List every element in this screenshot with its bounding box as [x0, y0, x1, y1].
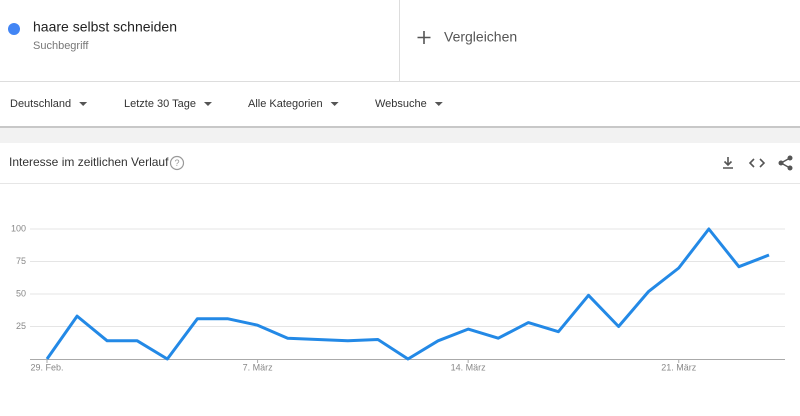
dropdown-arrow	[330, 102, 339, 106]
embed-icon[interactable]	[748, 158, 766, 168]
filter-label[interactable]: Websuche	[375, 98, 427, 110]
plus-icon	[417, 31, 431, 44]
share-dot	[787, 155, 793, 161]
chart-title: Interesse im zeitlichen Verlauf	[9, 155, 169, 169]
x-tick-label: 29. Feb.	[30, 362, 63, 372]
download-icon[interactable]	[723, 157, 733, 169]
dropdown-arrow	[79, 102, 88, 106]
help-icon[interactable]: ?	[169, 155, 185, 171]
x-tick-label: 21. März	[661, 362, 697, 372]
share-dot	[778, 160, 784, 166]
filter-label[interactable]: Alle Kategorien	[248, 98, 323, 110]
term-dot	[8, 23, 20, 35]
compare-button[interactable]: Vergleichen	[417, 29, 518, 45]
filter-label[interactable]: Letzte 30 Tage	[124, 98, 196, 110]
help-glyph: ?	[174, 158, 179, 168]
x-tick-label: 7. März	[243, 362, 274, 372]
dropdown-arrow	[203, 102, 212, 106]
share-dot	[787, 165, 793, 171]
y-tick-label: 75	[16, 256, 26, 266]
x-tick-label: 14. März	[451, 362, 487, 372]
filter-label[interactable]: Deutschland	[10, 98, 71, 110]
filter-bar	[0, 82, 800, 127]
y-tick-label: 100	[11, 223, 26, 233]
help-circle	[169, 155, 185, 171]
share-icon[interactable]	[778, 155, 793, 171]
trend-line	[45, 227, 770, 361]
term-type: Suchbegriff	[33, 40, 89, 52]
dropdown-arrow	[434, 102, 443, 106]
y-tick-label: 25	[16, 321, 26, 331]
y-tick-label: 50	[16, 288, 26, 298]
term[interactable]: haare selbst schneiden	[33, 19, 177, 35]
compare-label[interactable]: Vergleichen	[444, 29, 517, 45]
